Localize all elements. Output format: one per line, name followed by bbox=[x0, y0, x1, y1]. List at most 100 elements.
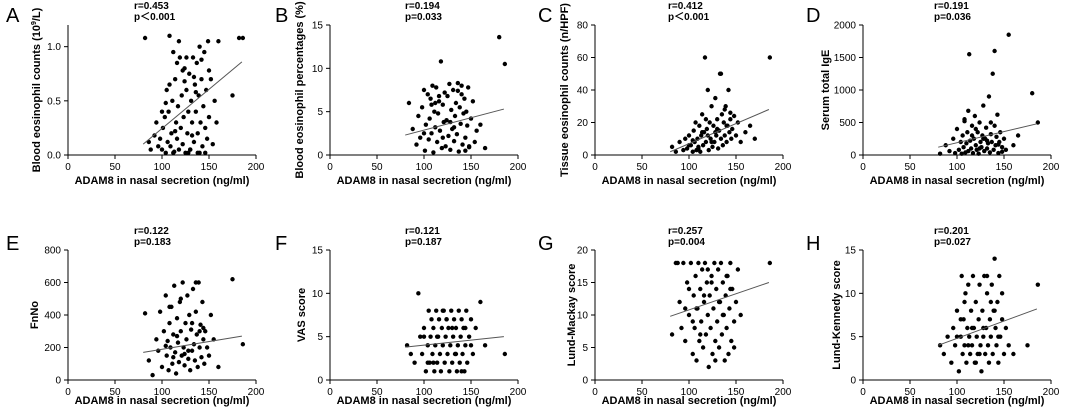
data-point bbox=[986, 360, 992, 365]
y-axis-label-text: Serum total IgE bbox=[820, 50, 832, 131]
data-point bbox=[201, 337, 206, 342]
y-tick-label: 5 bbox=[317, 332, 323, 343]
x-tick-label: 50 bbox=[636, 162, 648, 173]
data-point bbox=[704, 280, 710, 285]
data-point bbox=[989, 139, 994, 145]
data-point bbox=[159, 147, 165, 152]
data-point bbox=[172, 128, 178, 134]
x-tick-label: 100 bbox=[681, 387, 698, 398]
data-point bbox=[199, 355, 204, 360]
data-point bbox=[733, 299, 739, 305]
data-point bbox=[450, 360, 455, 365]
data-point bbox=[157, 309, 163, 314]
data-point bbox=[178, 329, 183, 334]
data-point bbox=[172, 350, 178, 355]
data-point bbox=[201, 325, 206, 331]
data-point bbox=[190, 55, 196, 60]
x-tick-label: 0 bbox=[860, 387, 866, 398]
x-tick-label: 50 bbox=[371, 387, 383, 398]
data-point bbox=[958, 317, 963, 322]
data-point bbox=[230, 277, 235, 282]
data-point bbox=[964, 360, 969, 365]
data-point bbox=[694, 358, 699, 363]
data-point bbox=[193, 109, 199, 114]
data-point bbox=[705, 312, 710, 318]
data-point bbox=[747, 123, 753, 128]
data-point bbox=[171, 49, 176, 55]
y-axis-label-text: VAS score bbox=[296, 288, 308, 342]
y-axis-label-text: Lund-Mackay score bbox=[566, 264, 578, 367]
data-point bbox=[984, 273, 990, 279]
data-point bbox=[174, 316, 180, 321]
p-value: p=0.187 bbox=[405, 237, 442, 248]
data-point bbox=[168, 144, 173, 149]
data-point bbox=[711, 306, 716, 311]
y-tick-label: 0 bbox=[582, 151, 588, 162]
x-tick-label: 100 bbox=[681, 162, 698, 173]
data-point bbox=[700, 143, 706, 148]
x-tick-label: 200 bbox=[510, 387, 527, 398]
data-point bbox=[949, 360, 954, 365]
y-axis-label-text: Blood eosinophil percentages (%) bbox=[294, 1, 306, 179]
data-point bbox=[188, 368, 193, 373]
data-point bbox=[728, 117, 733, 122]
data-point bbox=[203, 125, 208, 131]
data-point bbox=[978, 343, 983, 348]
y-tick-label: 5 bbox=[850, 332, 856, 343]
data-point bbox=[450, 334, 456, 339]
panel-letter: B bbox=[275, 5, 288, 27]
data-point bbox=[677, 139, 682, 145]
data-point bbox=[455, 343, 461, 348]
x-tick-label: 200 bbox=[1043, 162, 1060, 173]
data-point bbox=[164, 87, 169, 93]
data-point bbox=[445, 93, 450, 99]
data-point bbox=[997, 273, 1002, 279]
data-point bbox=[176, 359, 182, 365]
data-point bbox=[683, 136, 688, 141]
x-tick-label: 100 bbox=[154, 162, 171, 173]
x-axis-label: ADAM8 in nasal secretion (ng/ml) bbox=[870, 395, 1045, 407]
data-point bbox=[952, 343, 958, 348]
data-point bbox=[697, 123, 702, 128]
data-point bbox=[699, 267, 705, 272]
data-point bbox=[167, 320, 172, 326]
data-point bbox=[205, 39, 211, 44]
data-point bbox=[973, 360, 978, 365]
data-point bbox=[992, 48, 997, 54]
data-point bbox=[992, 308, 997, 313]
x-tick-label: 150 bbox=[728, 162, 745, 173]
data-point bbox=[709, 273, 714, 279]
data-point bbox=[182, 363, 187, 368]
data-point bbox=[673, 149, 679, 154]
data-point bbox=[438, 369, 444, 374]
data-point bbox=[988, 120, 994, 125]
data-point bbox=[726, 87, 731, 93]
data-point bbox=[193, 280, 199, 285]
data-point bbox=[728, 286, 733, 292]
data-point bbox=[703, 117, 709, 122]
data-point bbox=[159, 364, 165, 370]
data-point bbox=[966, 148, 971, 154]
data-point bbox=[419, 351, 425, 357]
data-point bbox=[429, 317, 434, 322]
panel-letter: E bbox=[6, 233, 19, 255]
data-point bbox=[699, 130, 705, 135]
data-point bbox=[171, 332, 176, 337]
data-point bbox=[989, 282, 994, 287]
x-tick-label: 200 bbox=[775, 162, 792, 173]
data-point bbox=[464, 109, 469, 114]
data-point bbox=[184, 337, 189, 342]
data-point bbox=[731, 113, 737, 119]
data-point bbox=[990, 71, 995, 76]
data-point bbox=[434, 139, 440, 145]
data-point bbox=[767, 55, 773, 60]
data-point bbox=[715, 117, 720, 122]
data-point bbox=[416, 113, 421, 119]
y-tick-label: 20 bbox=[577, 246, 589, 257]
data-point bbox=[448, 147, 453, 152]
x-tick-label: 50 bbox=[904, 387, 916, 398]
data-point bbox=[691, 293, 696, 298]
data-point bbox=[455, 80, 461, 86]
data-point bbox=[693, 273, 698, 279]
